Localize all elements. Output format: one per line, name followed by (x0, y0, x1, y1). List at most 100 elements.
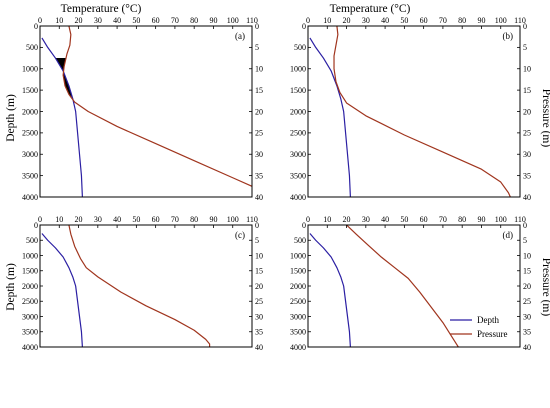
panel-c-y2tick-label: 25 (255, 297, 263, 306)
panel-c-frame (39, 224, 253, 348)
panel-d-y2tick-label: 35 (523, 328, 531, 337)
panel-b-series-pressure (333, 26, 511, 197)
panel-d-y2tick-label: 0 (523, 221, 527, 230)
panel-c-y2tick-label: 15 (255, 267, 263, 276)
panel-a-xtick-label: 80 (190, 16, 198, 25)
panel-c-y2tick-label: 10 (255, 251, 263, 260)
panel-c-ytick-label: 0 (34, 221, 38, 230)
panel-c-ytick-label: 1500 (22, 267, 38, 276)
panel-a-label: (a) (235, 31, 245, 41)
panel-b-xtick-label: 100 (495, 16, 507, 25)
panel-b-y2tick-label: 0 (523, 22, 527, 31)
panel-c-ytick-label: 4000 (22, 343, 38, 352)
panel-b-xtick-label: 30 (362, 16, 370, 25)
panel-c-xtick-label: 40 (113, 215, 121, 224)
panel-d-y2tick-label: 15 (523, 267, 531, 276)
panel-c-y2tick-label: 0 (255, 221, 259, 230)
panel-b-label: (b) (503, 31, 514, 41)
panel-b-ytick-label: 500 (294, 43, 306, 52)
panel-a-series-pressure (62, 26, 252, 187)
top-axis-title-right: Temperature (°C) (330, 3, 411, 15)
panel-b-xtick-label: 90 (477, 16, 485, 25)
panel-a-ytick-label: 3500 (22, 171, 38, 180)
panel-a-y2tick-label: 40 (255, 193, 263, 202)
panel-b-xtick-label: 0 (306, 16, 310, 25)
panel-b-ytick-label: 3000 (290, 150, 306, 159)
panel-a-y2tick-label: 25 (255, 129, 263, 138)
panel-d-y2tick-label: 5 (523, 236, 527, 245)
left-axis-title-bottom: Depth (m) (5, 263, 17, 311)
panel-c-y2tick-label: 40 (255, 343, 263, 352)
panel-a-ytick-label: 4000 (22, 193, 38, 202)
panel-c-y2tick-label: 35 (255, 328, 263, 337)
panel-a-y2tick-label: 0 (255, 22, 259, 31)
panel-a-ytick-label: 3000 (22, 150, 38, 159)
panel-c-xtick-label: 70 (171, 215, 179, 224)
panel-c-xtick-label: 100 (227, 215, 239, 224)
panel-c-ytick-label: 3000 (22, 312, 38, 321)
panel-b-y2tick-label: 5 (523, 43, 527, 52)
panel-d-legend: Depth Pressure (450, 315, 508, 339)
panel-b-xtick-label: 70 (439, 16, 447, 25)
panel-b-y2tick-label: 30 (523, 150, 531, 159)
panel-b-ytick-label: 1500 (290, 86, 306, 95)
panel-a-xtick-label: 40 (113, 16, 121, 25)
panel-b-xtick-label: 60 (420, 16, 428, 25)
panel-d-y2tick-label: 10 (523, 251, 531, 260)
panel-d-xtick-label: 110 (514, 215, 526, 224)
panel-d-xtick-label: 20 (343, 215, 351, 224)
panel-c-ytick-label: 2500 (22, 297, 38, 306)
panel-b-xtick-label: 110 (514, 16, 526, 25)
panel-c-y2tick-label: 20 (255, 282, 263, 291)
panel-b-ytick-label: 3500 (290, 171, 306, 180)
panel-d-y2tick-label: 25 (523, 297, 531, 306)
panel-a-xtick-label: 60 (152, 16, 160, 25)
panel-d-ytick-label: 1500 (290, 267, 306, 276)
panel-b-ytick-label: 4000 (290, 193, 306, 202)
legend-entry-depth: Depth (477, 315, 499, 325)
panel-b-xtick-label: 80 (458, 16, 466, 25)
panel-c-xtick-label: 20 (75, 215, 83, 224)
panel-d-xtick-label: 90 (477, 215, 485, 224)
panel-c: 0 10 20 30 40 50 60 70 80 90 100 110050010001500200… (22, 215, 263, 352)
panel-b-xtick-label: 50 (400, 16, 408, 25)
panel-c-y2tick-label: 5 (255, 236, 259, 245)
panel-a-ytick-label: 1500 (22, 86, 38, 95)
panel-d-xtick-label: 40 (381, 215, 389, 224)
panel-d-y2tick-label: 30 (523, 312, 531, 321)
panel-d-xtick-label: 70 (439, 215, 447, 224)
panel-a: 0 10 20 30 40 50 60 70 80 90 100 110050010001500200… (22, 16, 263, 202)
panel-d-xtick-label: 100 (495, 215, 507, 224)
panel-d-ytick-label: 500 (294, 236, 306, 245)
panel-a-ytick-label: 1000 (22, 65, 38, 74)
panel-c-xtick-label: 80 (190, 215, 198, 224)
panel-d-ytick-label: 2000 (290, 282, 306, 291)
panel-a-xtick-label: 70 (171, 16, 179, 25)
panel-d-ytick-label: 3500 (290, 328, 306, 337)
panel-b-ytick-label: 2000 (290, 107, 306, 116)
panel-b-xtick-label: 20 (343, 16, 351, 25)
panel-c-series-depth (41, 233, 83, 347)
panel-d-ytick-label: 2500 (290, 297, 306, 306)
panel-c-series-pressure (68, 225, 211, 347)
panel-c-xtick-label: 60 (152, 215, 160, 224)
panel-b-y2tick-label: 25 (523, 129, 531, 138)
panel-b-series-depth (309, 37, 351, 197)
panel-d-xtick-label: 30 (362, 215, 370, 224)
panel-c-ytick-label: 1000 (22, 251, 38, 260)
chart-panels: 0 10 20 30 40 50 60 70 80 90 100 110050010001500200… (22, 16, 531, 352)
panel-c-y2tick-label: 30 (255, 312, 263, 321)
panel-a-y2tick-label: 10 (255, 65, 263, 74)
panel-b-ytick-label: 2500 (290, 129, 306, 138)
left-axis-title-top: Depth (m) (5, 94, 17, 142)
panel-c-xtick-label: 0 (38, 215, 42, 224)
panel-d-label: (d) (503, 230, 514, 240)
panel-b-y2tick-label: 20 (523, 107, 531, 116)
panel-d-xtick-label: 10 (323, 215, 331, 224)
panel-a-xtick-label: 20 (75, 16, 83, 25)
panel-d-xtick-label: 50 (400, 215, 408, 224)
panel-a-ytick-label: 2000 (22, 107, 38, 116)
panel-d-ytick-label: 1000 (290, 251, 306, 260)
panel-c-ytick-label: 3500 (22, 328, 38, 337)
